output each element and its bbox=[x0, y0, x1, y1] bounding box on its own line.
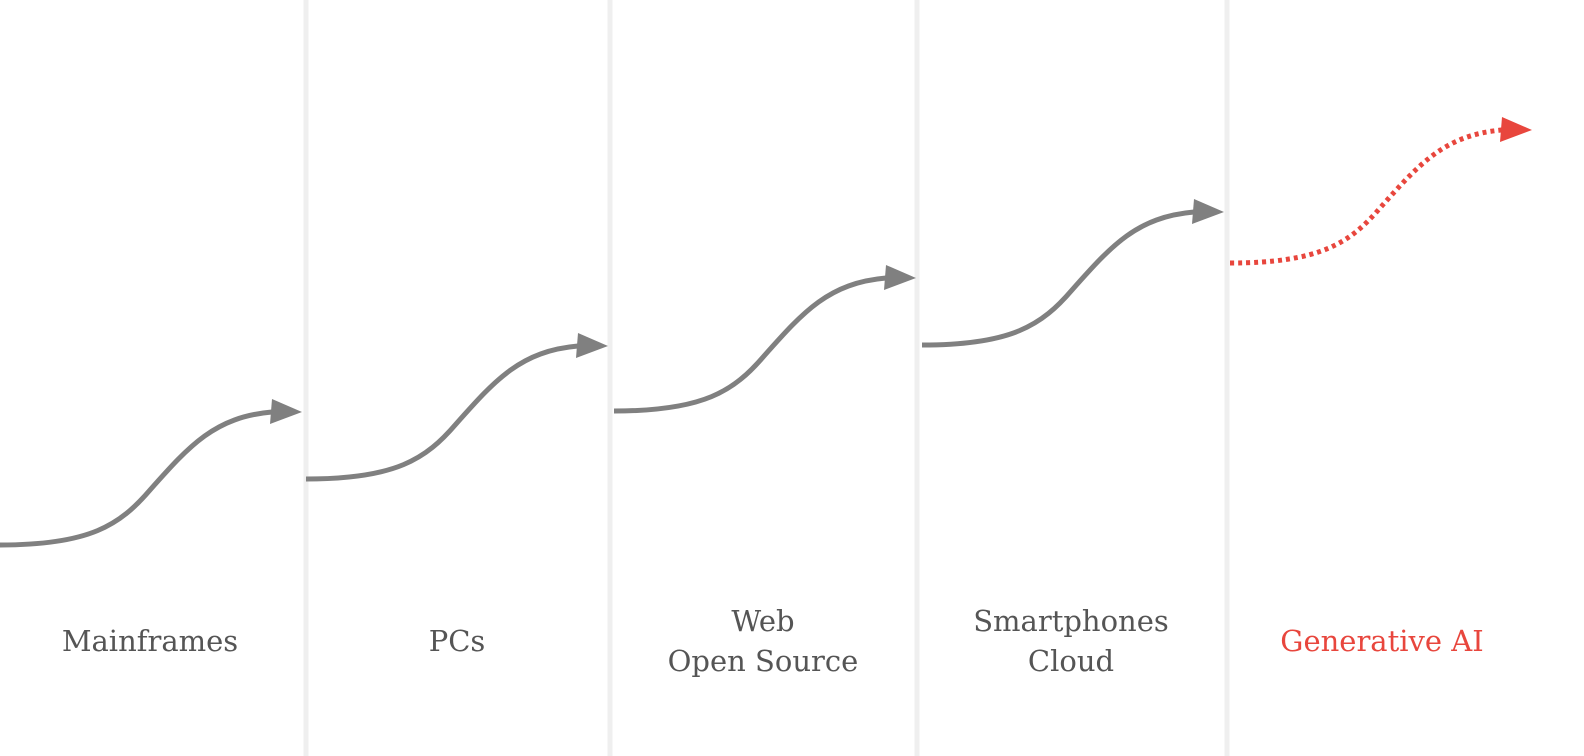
growth-curve bbox=[1229, 127, 1503, 266]
growth-curve bbox=[613, 275, 887, 414]
arrowhead bbox=[576, 333, 608, 358]
arrowhead bbox=[884, 265, 916, 290]
growth-curve bbox=[0, 409, 273, 548]
era-label: Generative AI bbox=[1280, 624, 1483, 658]
era-label: Smartphones bbox=[973, 604, 1169, 638]
arrowhead bbox=[1500, 117, 1532, 142]
era-label: Mainframes bbox=[62, 624, 238, 658]
labels: Mainframes PCs Web Open Source Smartphones Cl… bbox=[62, 604, 1484, 678]
era-label: PCs bbox=[429, 624, 486, 658]
arrowhead bbox=[1192, 199, 1224, 224]
era-label: Web bbox=[731, 604, 794, 638]
era-label: Cloud bbox=[1028, 644, 1114, 678]
arrowhead bbox=[270, 399, 302, 424]
era-label: Open Source bbox=[668, 644, 859, 678]
growth-curve bbox=[305, 343, 579, 482]
curves bbox=[0, 117, 1532, 548]
growth-curve bbox=[921, 209, 1195, 348]
